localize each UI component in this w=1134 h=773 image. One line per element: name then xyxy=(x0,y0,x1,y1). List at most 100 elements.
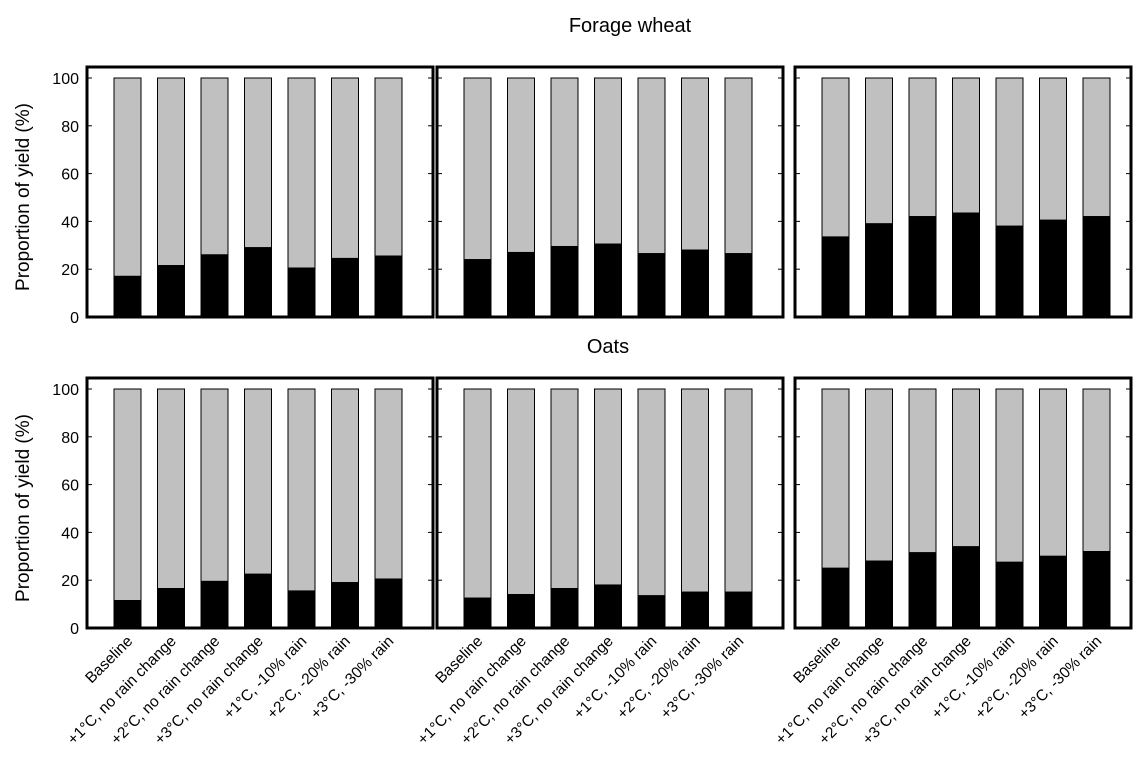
bar-upper-segment xyxy=(821,388,850,569)
bar-lower-segment xyxy=(594,584,622,629)
bar-lower-segment xyxy=(952,212,980,318)
y-tick-label: 20 xyxy=(61,573,79,590)
panel-1-2: Baseline+1°C, no rain change+2°C, no rai… xyxy=(772,376,1133,748)
bar-upper-segment xyxy=(908,388,937,554)
bar-upper-segment xyxy=(157,77,185,267)
bar-lower-segment xyxy=(865,223,893,318)
bar-upper-segment xyxy=(952,77,980,214)
bar-lower-segment xyxy=(594,243,622,318)
bar-upper-segment xyxy=(113,77,142,277)
bar-upper-segment xyxy=(821,77,850,238)
bar-lower-segment xyxy=(507,594,535,629)
bar-upper-segment xyxy=(507,388,535,596)
bar-lower-segment xyxy=(681,591,709,629)
bar-lower-segment xyxy=(637,253,666,318)
bar-upper-segment xyxy=(507,77,535,253)
bar-upper-segment xyxy=(374,77,403,257)
bar-lower-segment xyxy=(1082,216,1111,318)
y-tick-label: 100 xyxy=(52,71,79,88)
bar-upper-segment xyxy=(244,388,272,575)
bar-upper-segment xyxy=(374,388,403,580)
bar-lower-segment xyxy=(113,275,142,318)
y-tick-label: 80 xyxy=(61,430,79,447)
bar-upper-segment xyxy=(637,388,666,597)
bar-lower-segment xyxy=(157,265,185,318)
bar-upper-segment xyxy=(681,77,709,251)
bar-upper-segment xyxy=(995,388,1024,563)
bar-lower-segment xyxy=(331,582,359,629)
y-tick-label: 0 xyxy=(70,621,79,638)
bar-upper-segment xyxy=(952,388,980,548)
category-label: +3°C, -30% rain xyxy=(658,633,748,723)
bar-lower-segment xyxy=(287,590,316,629)
bar-lower-segment xyxy=(200,580,229,629)
bar-lower-segment xyxy=(374,255,403,318)
bar-lower-segment xyxy=(157,588,185,629)
bar-upper-segment xyxy=(865,77,893,225)
bar-upper-segment xyxy=(1082,388,1111,553)
bar-lower-segment xyxy=(724,591,753,629)
bar-lower-segment xyxy=(463,259,492,318)
bar-lower-segment xyxy=(374,578,403,629)
bar-upper-segment xyxy=(463,77,492,261)
bar-lower-segment xyxy=(244,247,272,318)
panel-0-0: 0 20 40 60 80 100 xyxy=(52,65,435,327)
bar-upper-segment xyxy=(463,388,492,599)
panel-0-2 xyxy=(793,65,1133,319)
y-tick-label: 0 xyxy=(70,310,79,327)
bar-upper-segment xyxy=(865,388,893,562)
bar-upper-segment xyxy=(995,77,1024,227)
y-tick-label: 80 xyxy=(61,119,79,136)
bar-upper-segment xyxy=(287,77,316,269)
bar-lower-segment xyxy=(1039,219,1067,318)
category-label: +3°C, -30% rain xyxy=(1016,633,1106,723)
bar-lower-segment xyxy=(995,225,1024,318)
bar-lower-segment xyxy=(821,236,850,318)
bar-lower-segment xyxy=(331,257,359,318)
bar-upper-segment xyxy=(724,77,753,255)
bar-lower-segment xyxy=(952,546,980,629)
panel-1-1: Baseline+1°C, no rain change+2°C, no rai… xyxy=(414,376,785,748)
row-title-forage-wheat: Forage wheat xyxy=(569,15,692,37)
bar-lower-segment xyxy=(681,249,709,318)
bar-lower-segment xyxy=(244,573,272,629)
y-tick-label: 40 xyxy=(61,214,79,231)
category-label: +3°C, -30% rain xyxy=(308,633,398,723)
bar-lower-segment xyxy=(1082,551,1111,629)
bar-upper-segment xyxy=(157,388,185,590)
bar-upper-segment xyxy=(1082,77,1111,218)
y-axis-label-top: Proportion of yield (%) xyxy=(13,103,34,291)
bar-lower-segment xyxy=(287,267,316,318)
bar-upper-segment xyxy=(331,77,359,259)
bar-lower-segment xyxy=(507,251,535,318)
bar-lower-segment xyxy=(637,595,666,629)
bar-lower-segment xyxy=(550,245,579,318)
y-tick-label: 20 xyxy=(61,262,79,279)
row-title-oats: Oats xyxy=(587,336,629,358)
bar-upper-segment xyxy=(1039,388,1067,557)
bar-lower-segment xyxy=(908,552,937,629)
bar-lower-segment xyxy=(865,560,893,629)
bar-lower-segment xyxy=(550,588,579,629)
bar-lower-segment xyxy=(995,561,1024,629)
bar-upper-segment xyxy=(200,388,229,582)
bar-upper-segment xyxy=(331,388,359,584)
bar-upper-segment xyxy=(724,388,753,593)
bar-lower-segment xyxy=(1039,555,1067,629)
bar-lower-segment xyxy=(724,253,753,318)
bar-upper-segment xyxy=(113,388,142,602)
bar-upper-segment xyxy=(594,77,622,245)
bar-upper-segment xyxy=(287,388,316,592)
y-tick-label: 40 xyxy=(61,525,79,542)
bar-upper-segment xyxy=(244,77,272,249)
bar-upper-segment xyxy=(550,77,579,247)
y-tick-label: 100 xyxy=(52,382,79,399)
bar-upper-segment xyxy=(200,77,229,256)
bar-upper-segment xyxy=(550,388,579,590)
y-axis-label-bottom: Proportion of yield (%) xyxy=(13,414,34,602)
bar-lower-segment xyxy=(463,597,492,629)
y-tick-label: 60 xyxy=(61,478,79,495)
panel-0-1 xyxy=(435,65,785,319)
